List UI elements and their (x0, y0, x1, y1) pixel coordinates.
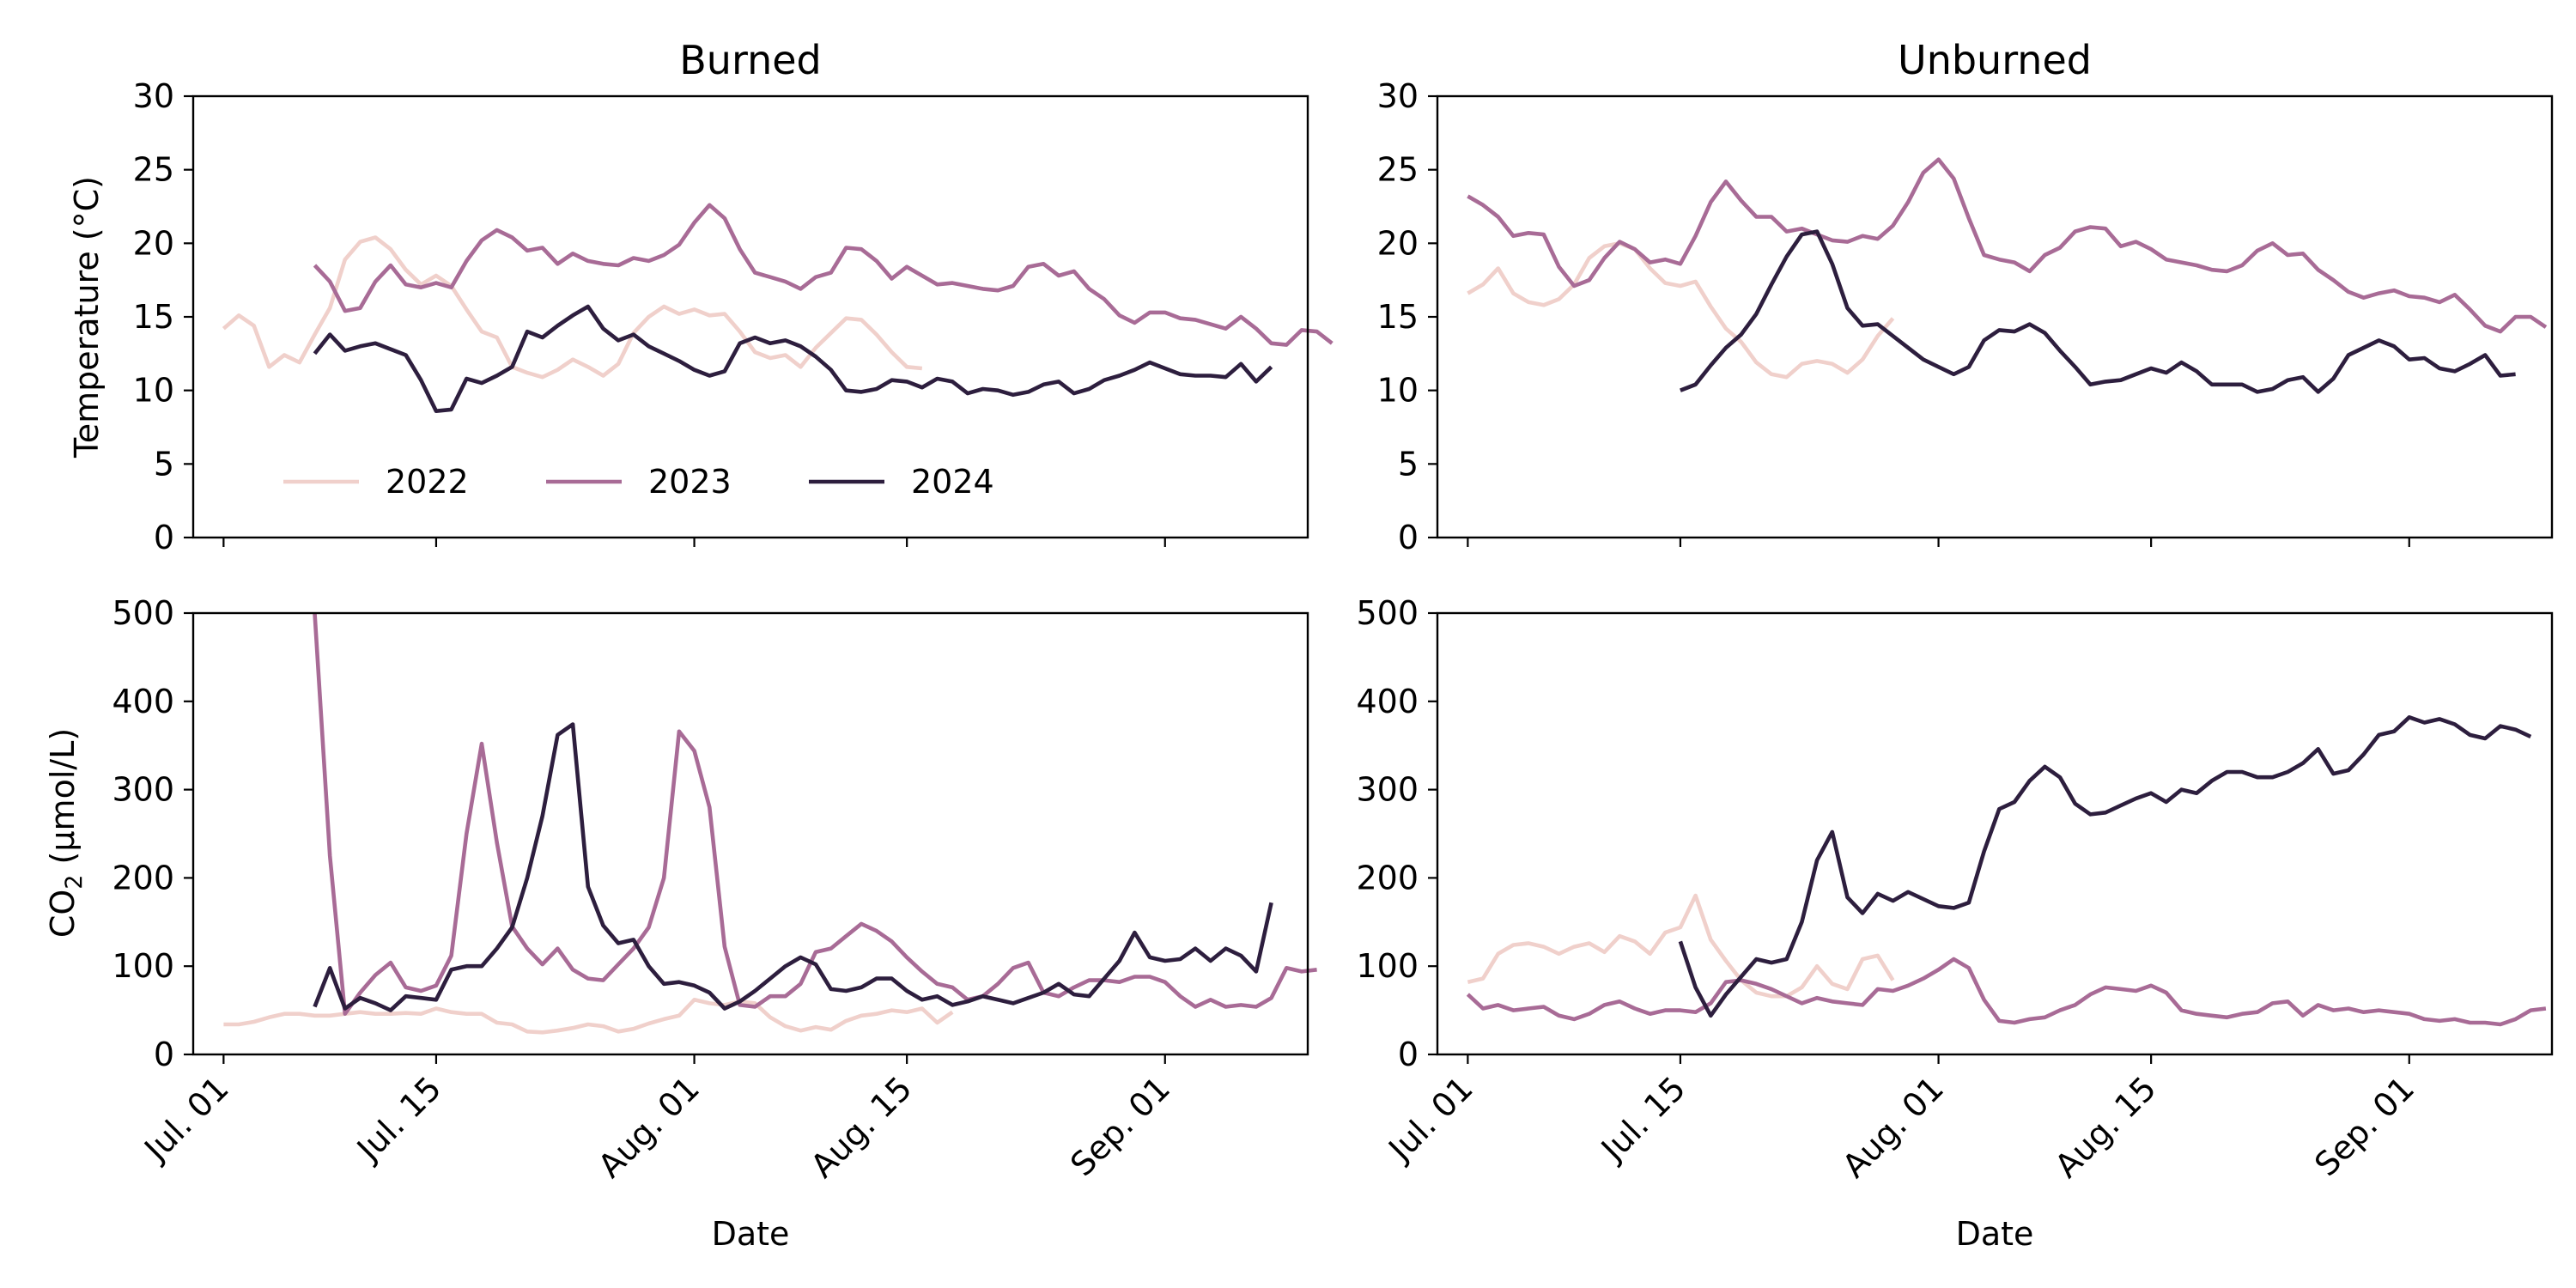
series-line-2024 (313, 722, 1273, 1012)
series-line-2023 (1466, 957, 2547, 1027)
y-axis-label-temperature: Temperature (°C) (68, 176, 106, 459)
series-layer (222, 203, 1334, 414)
y-tick-label: 300 (1356, 771, 1419, 809)
x-axis-ticks (1467, 538, 2410, 547)
y-tick-label: 20 (1377, 224, 1419, 262)
y-tick-label: 10 (1377, 372, 1419, 410)
series-line-2022 (1467, 893, 1895, 999)
y-tick-label: 200 (1356, 859, 1419, 896)
panel-title-burned: Burned (679, 37, 821, 83)
y-tick-label: 20 (133, 224, 174, 262)
series-line-2022 (1467, 240, 1895, 380)
y-tick-label: 15 (1377, 298, 1419, 336)
panel-title-unburned: Unburned (1898, 37, 2092, 83)
plot-frame (1436, 611, 2554, 1056)
panel-burned-temperature: Burned 0 5 10 15 20 25 30 Temperature (°C) 202… (68, 37, 1334, 556)
y-tick-label: 25 (133, 151, 174, 189)
x-axis-ticks (222, 538, 1166, 547)
legend-label-2024: 2024 (911, 463, 994, 501)
y-tick-label: 400 (112, 683, 174, 720)
series-line-2024 (1680, 229, 2516, 394)
y-axis-ticks: 0 100 200 300 400 500 (1356, 594, 1437, 1073)
y-tick-label: 0 (154, 519, 174, 556)
y-tick-label: 100 (112, 947, 174, 985)
y-axis-label-co2: CO2 (µmol/L) (44, 728, 88, 938)
y-axis-label-co2-prefix: CO (44, 890, 82, 938)
y-tick-label: 500 (1356, 594, 1419, 632)
series-line-2022 (222, 235, 923, 380)
y-axis-ticks: 0 100 200 300 400 500 (112, 594, 193, 1073)
y-tick-label: 5 (1398, 445, 1419, 483)
series-line-2024 (1678, 714, 2532, 1018)
y-tick-label: 0 (1398, 1036, 1419, 1073)
y-tick-label: 5 (154, 445, 174, 483)
series-line-2024 (313, 304, 1273, 414)
legend: 2022 2023 2024 (283, 463, 994, 501)
y-tick-label: 10 (133, 372, 174, 410)
y-tick-label: 400 (1356, 683, 1419, 720)
legend-label-2022: 2022 (386, 463, 469, 501)
y-axis-label-co2-suffix: (µmol/L) (44, 728, 82, 875)
y-tick-label: 30 (133, 77, 174, 115)
series-layer (223, 612, 1317, 1035)
y-tick-label: 0 (1398, 519, 1419, 556)
y-axis-ticks: 0 5 10 15 20 25 30 (133, 77, 193, 556)
series-line-2023 (313, 612, 1317, 1016)
series-layer (1466, 714, 2547, 1027)
series-layer (1467, 157, 2548, 394)
series-line-2023 (313, 203, 1334, 347)
y-tick-label: 25 (1377, 151, 1419, 189)
y-tick-label: 200 (112, 859, 174, 896)
plot-frame (191, 611, 1309, 1056)
x-axis-label-burned: Date (712, 1215, 790, 1253)
panel-unburned-temperature: Unburned 0 5 10 15 20 25 30 (1377, 37, 2554, 556)
x-axis-label-unburned: Date (1956, 1215, 2034, 1253)
y-tick-label: 100 (1356, 947, 1419, 985)
y-tick-label: 0 (154, 1036, 174, 1073)
y-tick-label: 30 (1377, 77, 1419, 115)
y-axis-label-co2-subscript: 2 (61, 875, 88, 890)
y-tick-label: 15 (133, 298, 174, 336)
y-tick-label: 300 (112, 771, 174, 809)
legend-label-2023: 2023 (648, 463, 732, 501)
series-line-2023 (1467, 157, 2548, 334)
y-axis-ticks: 0 5 10 15 20 25 30 (1377, 77, 1437, 556)
y-tick-label: 500 (112, 594, 174, 632)
